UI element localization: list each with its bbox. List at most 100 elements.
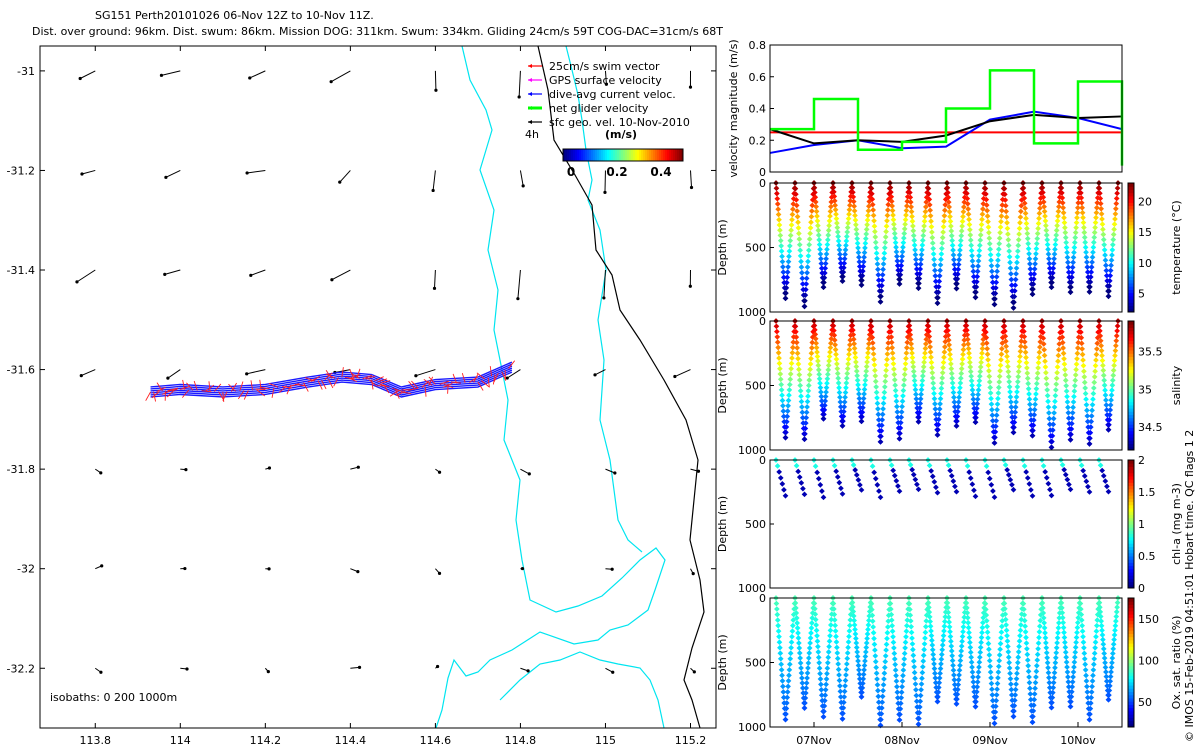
speed-colorbar-cell (587, 149, 590, 161)
profile-marker (907, 612, 914, 619)
profile-marker (1072, 649, 1079, 656)
profile-marker (797, 388, 804, 394)
profile-marker (978, 354, 985, 361)
profile-marker (1090, 249, 1096, 256)
profile-marker (984, 207, 990, 214)
profile-marker (1101, 655, 1108, 661)
profile-marker (906, 322, 913, 329)
profile-marker (773, 323, 780, 330)
profile-marker (1064, 254, 1071, 261)
profile-marker (1060, 204, 1066, 211)
colorbar-cell (1128, 701, 1134, 705)
profile-marker (1008, 282, 1015, 289)
profile-marker (1071, 388, 1078, 395)
surface-vector-head (329, 80, 333, 84)
profile-marker (978, 221, 985, 228)
profile-marker (888, 198, 895, 205)
colorbar-cell (1128, 433, 1134, 438)
profile-marker (802, 292, 809, 299)
profile-marker (954, 696, 960, 702)
profile-marker (1050, 421, 1057, 428)
legend-arrowhead-3 (528, 106, 532, 110)
colorbar-cell (1128, 321, 1134, 325)
profile-marker (986, 240, 993, 247)
profile-marker (775, 349, 782, 356)
swim-vector (493, 372, 499, 383)
profile-marker (931, 661, 937, 667)
profile-marker (864, 221, 870, 228)
surface-vector-head (330, 278, 334, 282)
profile-marker (790, 206, 796, 213)
profile-marker (1081, 644, 1087, 651)
profile-marker (1077, 323, 1084, 330)
profile-marker (897, 271, 904, 278)
profile-marker (864, 359, 870, 365)
profile-marker (872, 367, 878, 374)
profile-marker (1079, 622, 1085, 629)
profile-marker (891, 645, 897, 651)
profile-marker (785, 264, 791, 270)
profile-marker (841, 255, 848, 262)
profile-marker (1043, 649, 1050, 656)
profile-marker (780, 413, 787, 420)
speed-colorbar-cell (677, 149, 680, 161)
colorbar-cell (1128, 614, 1134, 618)
profile-marker (1024, 475, 1031, 481)
profile-marker (1051, 251, 1058, 257)
profile-marker (1083, 249, 1089, 256)
profile-marker (1060, 345, 1066, 351)
profile-marker (1023, 359, 1030, 366)
profile-marker (1032, 256, 1039, 262)
profile-marker (1031, 266, 1038, 272)
profile-marker (912, 386, 919, 393)
profile-marker (1040, 463, 1047, 469)
colorbar-cell (1128, 353, 1134, 357)
profile-marker (909, 466, 915, 473)
profile-marker (1002, 605, 1008, 612)
profile-marker (907, 189, 913, 196)
profile-marker (1049, 279, 1055, 286)
profile-marker (921, 641, 928, 647)
profile-marker (948, 473, 955, 479)
profile-marker (975, 391, 981, 398)
profile-marker (968, 659, 975, 666)
colorbar-cell (1128, 717, 1134, 722)
profile-marker (1006, 665, 1013, 671)
profile-marker (834, 474, 841, 480)
profile-marker (893, 672, 899, 679)
profile-marker (828, 622, 834, 628)
profile-marker (1100, 646, 1107, 652)
profile-marker (869, 190, 875, 197)
profile-marker (939, 646, 946, 653)
profile-marker (1033, 662, 1040, 669)
swim-vector (424, 386, 427, 397)
profile-marker (833, 468, 839, 475)
profile-marker (1060, 350, 1067, 357)
profile-marker (973, 414, 979, 421)
profile-marker (1034, 235, 1041, 242)
profile-marker (844, 365, 851, 372)
profile-marker (1055, 352, 1062, 359)
profile-marker (839, 491, 846, 497)
colorbar-cell (1128, 346, 1134, 351)
profile-marker (852, 631, 859, 637)
profile-marker (910, 658, 917, 664)
profile-marker (827, 344, 834, 351)
profile-marker (978, 226, 984, 233)
profile-marker (951, 677, 958, 683)
profile-marker (1102, 392, 1109, 398)
profile-marker (831, 337, 838, 343)
profile-marker (812, 616, 819, 623)
profile-marker (949, 375, 956, 382)
colorbar-cell (1128, 710, 1134, 715)
profile-marker (948, 648, 955, 654)
speed-colorbar-cell (601, 149, 604, 161)
profile-marker (1078, 611, 1085, 618)
colorbar-cell (1128, 656, 1134, 660)
profile-marker (808, 213, 815, 220)
profile-marker (970, 396, 977, 403)
profile-marker (974, 684, 981, 690)
profile-marker (826, 358, 832, 364)
profile-marker (1054, 218, 1061, 224)
